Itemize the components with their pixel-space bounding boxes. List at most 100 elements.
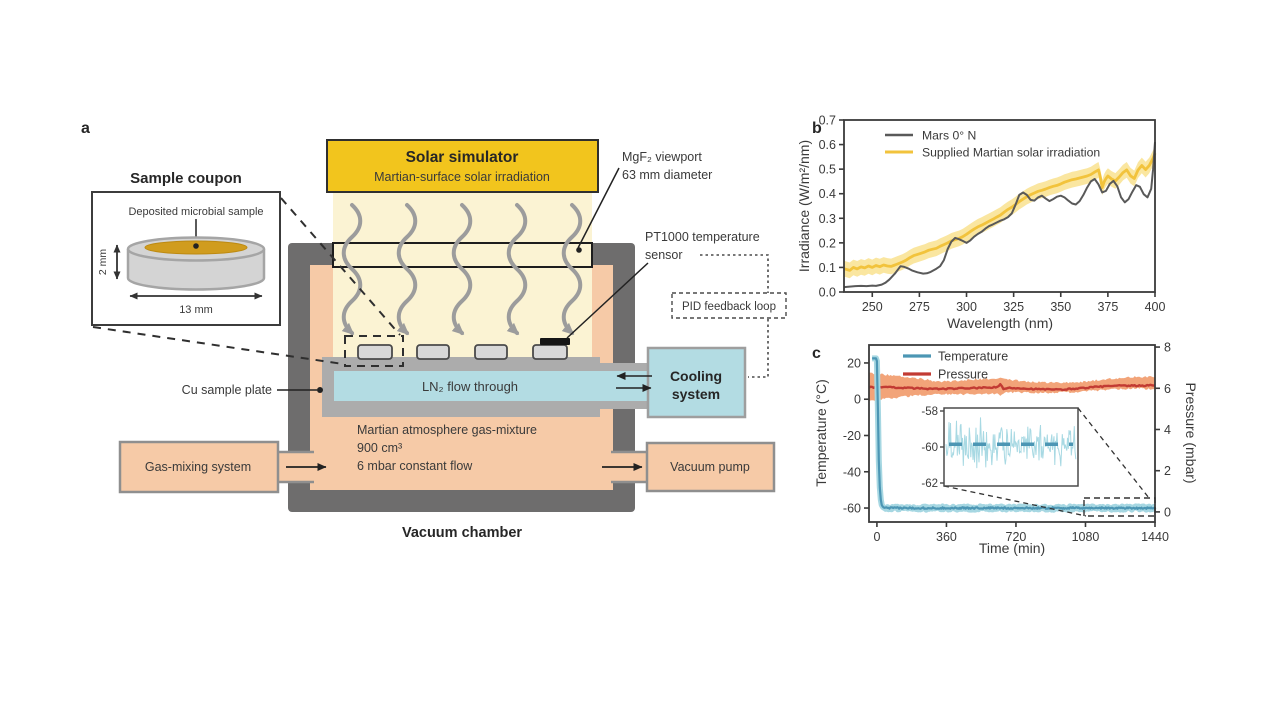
viewport-leader-dot <box>576 247 582 253</box>
y-tick-label-right: 2 <box>1164 464 1171 478</box>
cu-plate-leader-dot <box>317 387 323 393</box>
atmosphere-line-3: 6 mbar constant flow <box>357 459 473 473</box>
vacuum-pump-label: Vacuum pump <box>670 460 750 474</box>
pressure-line <box>868 383 1156 392</box>
y-tick-label-left: -40 <box>843 465 861 479</box>
coupon-1 <box>357 344 393 360</box>
viewport-label-2: 63 mm diameter <box>622 168 712 182</box>
y-tick-label-right: 8 <box>1164 341 1171 355</box>
pid-feedback-label: PID feedback loop <box>682 301 776 313</box>
y-tick-label-right: 6 <box>1164 382 1171 396</box>
panel-b-label: b <box>812 120 822 137</box>
y-tick-label: 0.5 <box>819 163 836 177</box>
sample-coupon-inset: Sample coupon Deposited microbial sample… <box>91 170 281 326</box>
temperature-noise-inset: -58 -60 -62 <box>921 406 1079 490</box>
y-tick-label: 0.2 <box>819 236 836 250</box>
coupon-highlight-dashed-rect <box>344 335 404 367</box>
x-tick-label: 1440 <box>1141 530 1169 544</box>
viewport-label-1: MgF₂ viewport <box>622 150 702 164</box>
y-tick-label: 0.1 <box>819 261 836 275</box>
pid-feedback-box <box>671 292 787 319</box>
panel-c-label: c <box>812 345 821 362</box>
y-tick-label: 0.7 <box>819 114 836 128</box>
legend-label-temperature: Temperature <box>938 350 1008 364</box>
coupon-2 <box>416 344 450 360</box>
y-tick-label-left: -60 <box>843 502 861 516</box>
panel-b-chart: b 250 275 300 325 350 375 400 0.0 0.1 0.2 0.3 0.4 0.5… <box>796 114 1165 332</box>
coupon-4 <box>532 344 568 360</box>
solar-simulator-box <box>326 139 599 193</box>
coupon-3 <box>474 344 508 360</box>
x-tick-label: 250 <box>862 300 883 314</box>
y-tick-label-right: 4 <box>1164 423 1171 437</box>
y-tick-label: 0.3 <box>819 212 836 226</box>
solar-simulator-subtitle: Martian-surface solar irradiation <box>374 170 550 184</box>
inset-pointer-dot <box>193 243 199 249</box>
panel-a-label: a <box>81 120 90 137</box>
cooling-system-box <box>646 346 747 419</box>
solar-simulator-title: Solar simulator <box>406 149 519 166</box>
sensor-leader-line <box>566 262 649 339</box>
x-tick-label: 1080 <box>1072 530 1100 544</box>
mars-irradiation-line <box>843 142 1156 289</box>
zoom-region-dashed-rect <box>1083 497 1156 517</box>
panel-b-xlabel: Wavelength (nm) <box>947 315 1053 331</box>
atmosphere-line-1: Martian atmosphere gas-mixture <box>357 423 537 437</box>
panel-c-ylabel-left: Temperature (°C) <box>813 379 829 487</box>
x-tick-label: 325 <box>1003 300 1024 314</box>
y-tick-label-left: 0 <box>854 393 861 407</box>
x-tick-label: 300 <box>956 300 977 314</box>
x-tick-label: 360 <box>936 530 957 544</box>
inset-connector-bottom <box>943 485 1087 517</box>
atmosphere-line-2: 900 cm³ <box>357 441 402 455</box>
legend-label-supplied: Supplied Martian solar irradiation <box>922 146 1100 160</box>
inset-noise-signal <box>945 417 1077 469</box>
inset-y-tick-label: -58 <box>921 406 938 418</box>
x-tick-label: 350 <box>1050 300 1071 314</box>
panel-b-axes-box <box>843 119 1156 293</box>
supplied-uncertainty-band <box>844 145 1155 279</box>
panel-a-diagram: a Gas-mixing system Vacuum pump LN₂ flow… <box>81 120 787 541</box>
x-tick-label: 720 <box>1006 530 1027 544</box>
supplied-irradiation-line <box>843 152 1157 272</box>
inset-connector-top <box>1077 407 1150 499</box>
x-tick-label: 0 <box>873 530 880 544</box>
inset-title: Sample coupon <box>130 170 242 187</box>
y-tick-label: 0.4 <box>819 187 836 201</box>
y-tick-label-right: 0 <box>1164 505 1171 519</box>
coolant-flow-arrows <box>616 372 652 392</box>
panel-c-xlabel: Time (min) <box>979 540 1045 556</box>
temperature-line <box>872 357 1156 510</box>
mgf2-viewport <box>332 242 593 268</box>
y-tick-label-left: -20 <box>843 429 861 443</box>
x-tick-label: 275 <box>909 300 930 314</box>
panel-c-axes-box <box>868 344 1156 523</box>
viewport-leader-line <box>577 167 620 249</box>
inset-annotation: Deposited microbial sample <box>128 206 263 218</box>
legend-label-mars: Mars 0° N <box>922 129 976 143</box>
cu-plate-label: Cu sample plate <box>182 383 272 397</box>
diameter-dimension-label: 13 mm <box>179 304 213 316</box>
ln2-channel <box>334 371 648 401</box>
inset-link-line-bottom <box>92 326 344 365</box>
vacuum-pump-box <box>645 441 776 493</box>
y-tick-label-left: 20 <box>847 356 861 370</box>
y-tick-label: 0.6 <box>819 138 836 152</box>
x-tick-label: 400 <box>1145 300 1166 314</box>
inset-link-line-top <box>280 197 401 336</box>
legend-label-pressure: Pressure <box>938 368 988 382</box>
panel-b-ylabel: Irradiance (W/m²/nm) <box>796 140 812 272</box>
ln2-label: LN₂ flow through <box>422 379 518 394</box>
panel-c-ylabel-right: Pressure (mbar) <box>1183 382 1199 483</box>
inset-y-tick-label: -60 <box>921 442 938 454</box>
inset-y-tick-label: -62 <box>921 478 938 490</box>
cooling-label-2: system <box>672 386 720 402</box>
pt1000-sensor-chip <box>540 338 570 345</box>
sample-coupons <box>357 338 570 360</box>
panel-c-chart: c 0 360 720 1080 1440 20 0 -20 -40 -60 0 2 4 6 8 Time (m… <box>812 341 1199 556</box>
irradiation-wavy-arrows <box>341 203 583 336</box>
sensor-label-1: PT1000 temperature <box>645 230 760 244</box>
gas-mixing-label: Gas-mixing system <box>145 460 251 474</box>
